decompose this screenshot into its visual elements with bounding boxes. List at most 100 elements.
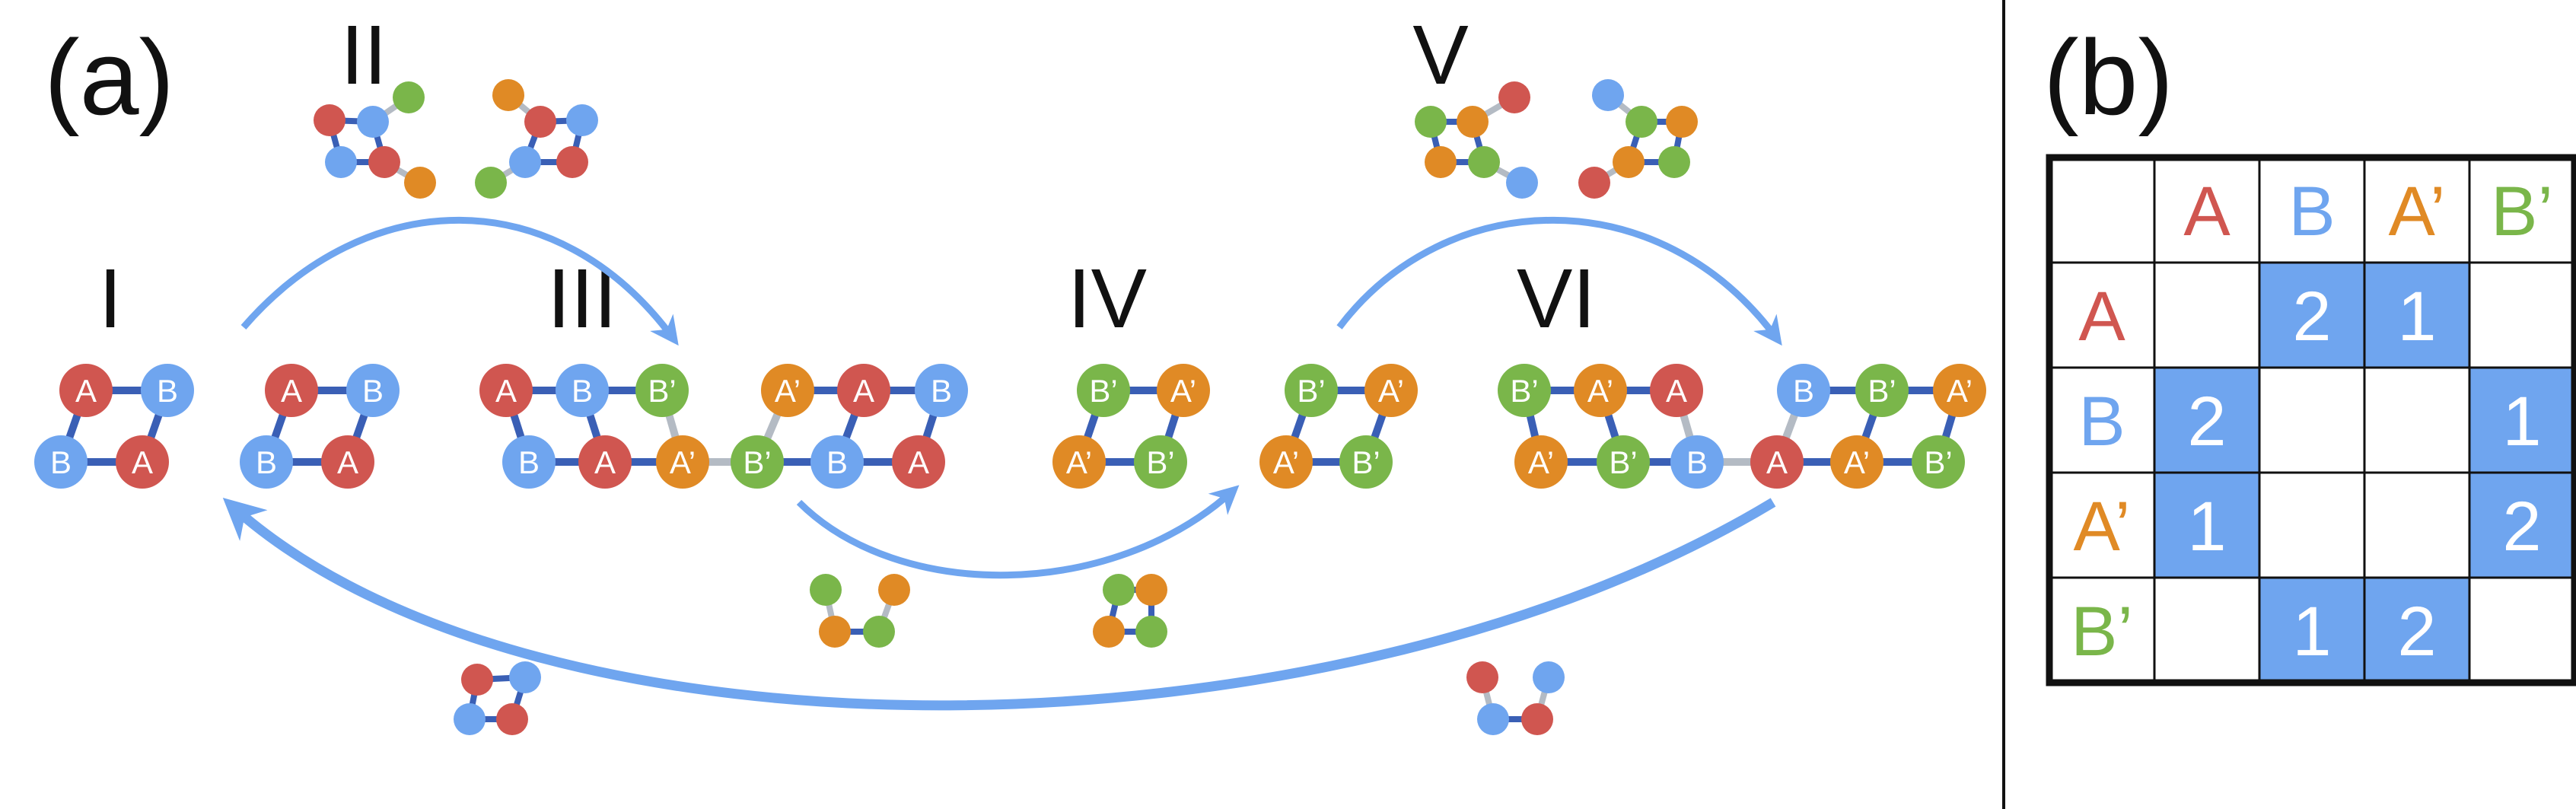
node-circle [810, 435, 864, 489]
node-circle [1592, 79, 1624, 111]
node-bp [393, 81, 425, 113]
node-b: B [556, 364, 609, 417]
node-label: B [362, 373, 384, 409]
node-circle [1468, 146, 1500, 178]
node-bp [1468, 146, 1500, 178]
node-ap: A’ [656, 435, 709, 489]
node-ap: A’ [1259, 435, 1313, 489]
node-circle [346, 364, 400, 417]
node-circle [1364, 364, 1418, 417]
node-label: B’ [648, 373, 676, 409]
node-a: A [265, 364, 318, 417]
node-b [1506, 167, 1538, 199]
node-circle [556, 364, 609, 417]
node-circle [509, 661, 541, 693]
node-ap: A’ [1364, 364, 1418, 417]
node-ap [819, 616, 851, 648]
node-ap: A’ [1514, 435, 1568, 489]
node-a: A [116, 435, 169, 489]
node-b: B [141, 364, 194, 417]
node-bp [1626, 106, 1657, 138]
node-b: B [34, 435, 88, 489]
node-bp [1103, 574, 1135, 606]
node-label: A [495, 373, 517, 409]
node-a [368, 146, 400, 178]
node-circle [1135, 616, 1167, 648]
node-a: A [1750, 435, 1804, 489]
node-bp: B’ [1134, 435, 1187, 489]
node-b: B [915, 364, 968, 417]
node-circle [524, 106, 556, 138]
node-label: B’ [1924, 444, 1952, 480]
node-label: A’ [1947, 373, 1973, 409]
node-bp [863, 616, 895, 648]
small-mol-iii-iv-a [810, 574, 910, 648]
node-ap [1666, 106, 1698, 138]
node-a: A [321, 435, 374, 489]
node-b [566, 104, 598, 136]
node-label: B [1686, 444, 1708, 480]
node-label: B’ [743, 444, 771, 480]
node-circle [1498, 81, 1530, 113]
node-bp [1658, 146, 1690, 178]
matrix-filled-cell [2154, 473, 2259, 578]
node-label: A [908, 444, 929, 480]
node-ap: A’ [1830, 435, 1883, 489]
matrix-filled-cell [2154, 368, 2259, 473]
node-ap: A’ [1933, 364, 1986, 417]
node-circle [368, 146, 400, 178]
node-circle [1855, 364, 1909, 417]
node-ap [878, 574, 910, 606]
node-circle [1933, 364, 1986, 417]
matrix-filled-cell [2364, 578, 2469, 683]
cluster-iv-left: B’ A’ A’ B’ [1052, 364, 1210, 489]
node-bp: B’ [1498, 364, 1551, 417]
node-label: A’ [1273, 444, 1299, 480]
node-circle [1425, 146, 1457, 178]
node-circle [404, 167, 436, 199]
node-label: A’ [1170, 373, 1196, 409]
node-a [461, 664, 493, 696]
node-label: A’ [775, 373, 801, 409]
node-b: B [502, 435, 556, 489]
small-mol-ii-a [314, 81, 436, 199]
node-label: A [1666, 373, 1687, 409]
node-label: B’ [1297, 373, 1325, 409]
node-a [314, 104, 345, 136]
node-circle [1777, 364, 1830, 417]
node-label: A’ [1378, 373, 1404, 409]
node-label: B [572, 373, 593, 409]
node-b: B [1670, 435, 1724, 489]
node-b: B [240, 435, 293, 489]
cluster-iii-chain: A B B’B A A’ B’ B AA’ A B [479, 364, 968, 489]
node-circle [1506, 167, 1538, 199]
node-bp: B’ [1912, 435, 1965, 489]
node-label: A [132, 444, 153, 480]
node-b: B [810, 435, 864, 489]
small-mol-vi-i-a [454, 661, 541, 735]
node-label: A [281, 373, 302, 409]
node-ap [1457, 106, 1489, 138]
node-bp: B’ [1077, 364, 1130, 417]
small-mol-ii-b [475, 79, 598, 199]
node-circle [1578, 167, 1610, 199]
node-circle [479, 364, 533, 417]
node-circle [892, 435, 945, 489]
node-circle [1597, 435, 1650, 489]
small-mol-v-b [1578, 79, 1698, 199]
node-circle [1658, 146, 1690, 178]
node-label: A’ [670, 444, 696, 480]
node-label: A [337, 444, 358, 480]
node-circle [1135, 574, 1167, 606]
node-circle [325, 146, 357, 178]
node-b [509, 661, 541, 693]
node-circle [502, 435, 556, 489]
node-circle [321, 435, 374, 489]
node-b [454, 703, 486, 735]
arrow-iii-to-iv [796, 485, 1240, 579]
node-circle [1626, 106, 1657, 138]
cluster-iv-right: B’ A’ A’ B’ [1259, 364, 1418, 489]
node-circle [1477, 703, 1509, 735]
